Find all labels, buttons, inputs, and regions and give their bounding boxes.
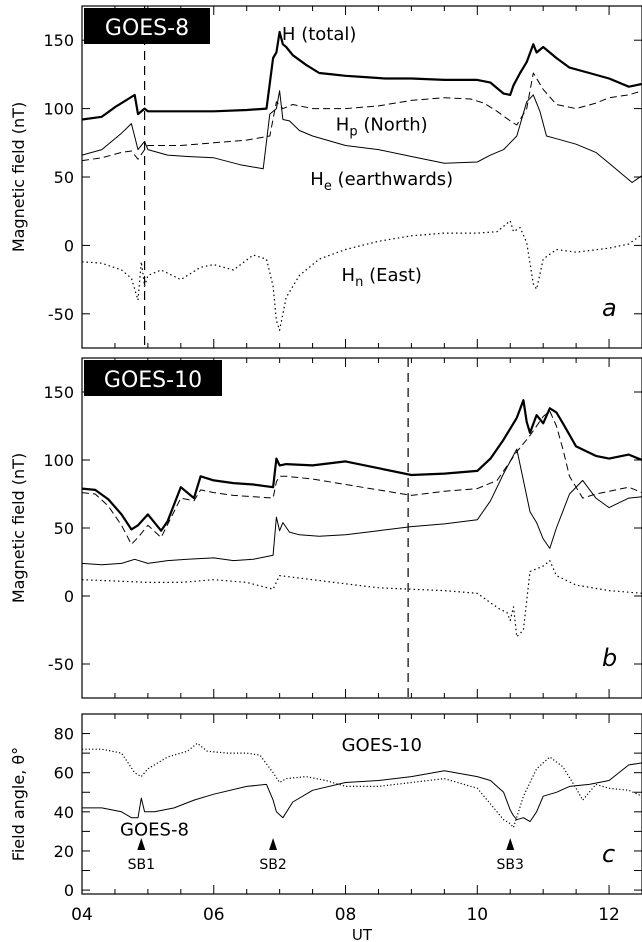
series-label: Hn (East): [342, 265, 422, 290]
series-label: H (total): [282, 24, 356, 45]
series-line-trace-2: [82, 448, 642, 566]
y-tick-label: 100: [43, 451, 74, 470]
y-tick-label: 50: [54, 519, 74, 538]
plot-frame: [81, 713, 642, 895]
series-line-trace-1: [82, 410, 642, 545]
satellite-badge-label: GOES-10: [104, 368, 202, 393]
panel-letter: b: [602, 644, 617, 672]
y-axis-title: Magnetic field (nT): [9, 102, 28, 252]
y-axis-title: Field angle, θ°: [9, 747, 28, 861]
series-label: GOES-10: [342, 735, 422, 756]
substorm-marker: [137, 838, 146, 851]
series-line-trace-0: [82, 399, 642, 532]
x-axis-title: UT: [352, 926, 373, 942]
y-tick-label: 50: [54, 168, 74, 187]
plot-frame: [81, 357, 642, 699]
substorm-label: SB2: [259, 857, 286, 873]
series-line-goes-8: [82, 762, 642, 823]
y-tick-label: -50: [48, 305, 74, 324]
y-tick-label: 0: [64, 881, 74, 900]
y-tick-label: -50: [48, 655, 74, 674]
series-label: Hp (North): [336, 114, 428, 139]
plot-frame: [81, 5, 642, 349]
x-tick-label: 08: [335, 905, 357, 925]
y-tick-label: 20: [54, 842, 74, 861]
panel-b: -50 0 50 100 150 Magnetic field (nT) GOES-10 b: [9, 357, 642, 699]
series-line-he-earthwards-: [82, 90, 642, 183]
panel-a: -50 0 50 100 150 Magnetic field (nT) H (total)…: [9, 5, 642, 349]
y-tick-label: 0: [64, 236, 74, 255]
series-label: He (earthwards): [310, 169, 453, 194]
y-tick-label: 0: [64, 587, 74, 606]
substorm-label: SB3: [497, 857, 524, 873]
panel-letter: c: [602, 840, 615, 868]
series-line-hn-east-: [82, 220, 642, 331]
panel-letter: a: [602, 294, 617, 322]
x-tick-label: 04: [71, 905, 93, 925]
y-tick-label: 150: [43, 31, 74, 50]
x-tick-label: 06: [203, 905, 225, 925]
y-tick-label: 150: [43, 383, 74, 402]
y-axis-title: Magnetic field (nT): [9, 453, 28, 603]
x-tick-label: 12: [598, 905, 620, 925]
y-tick-label: 100: [43, 100, 74, 119]
substorm-marker: [269, 838, 278, 851]
panel-c: 0 20 40 60 80 04 06 08 10 12 UT Field angle, θ° GOES…: [9, 713, 642, 942]
satellite-badge-label: GOES-8: [105, 16, 189, 41]
series-group: [82, 399, 642, 638]
substorm-label: SB1: [128, 857, 155, 873]
substorm-marker: [506, 838, 515, 851]
y-tick-label: 40: [54, 803, 74, 822]
series-group: [82, 30, 642, 331]
x-tick-label: 10: [466, 905, 488, 925]
series-group: [82, 742, 642, 829]
series-label: GOES-8: [120, 819, 189, 840]
y-tick-label: 80: [54, 725, 74, 744]
y-tick-label: 60: [54, 764, 74, 783]
satellite-badge: [84, 8, 210, 44]
satellite-badge: [84, 360, 222, 396]
series-line-h-total-: [82, 30, 642, 121]
series-line-hp-north-: [82, 72, 642, 162]
series-line-trace-3: [82, 559, 642, 638]
